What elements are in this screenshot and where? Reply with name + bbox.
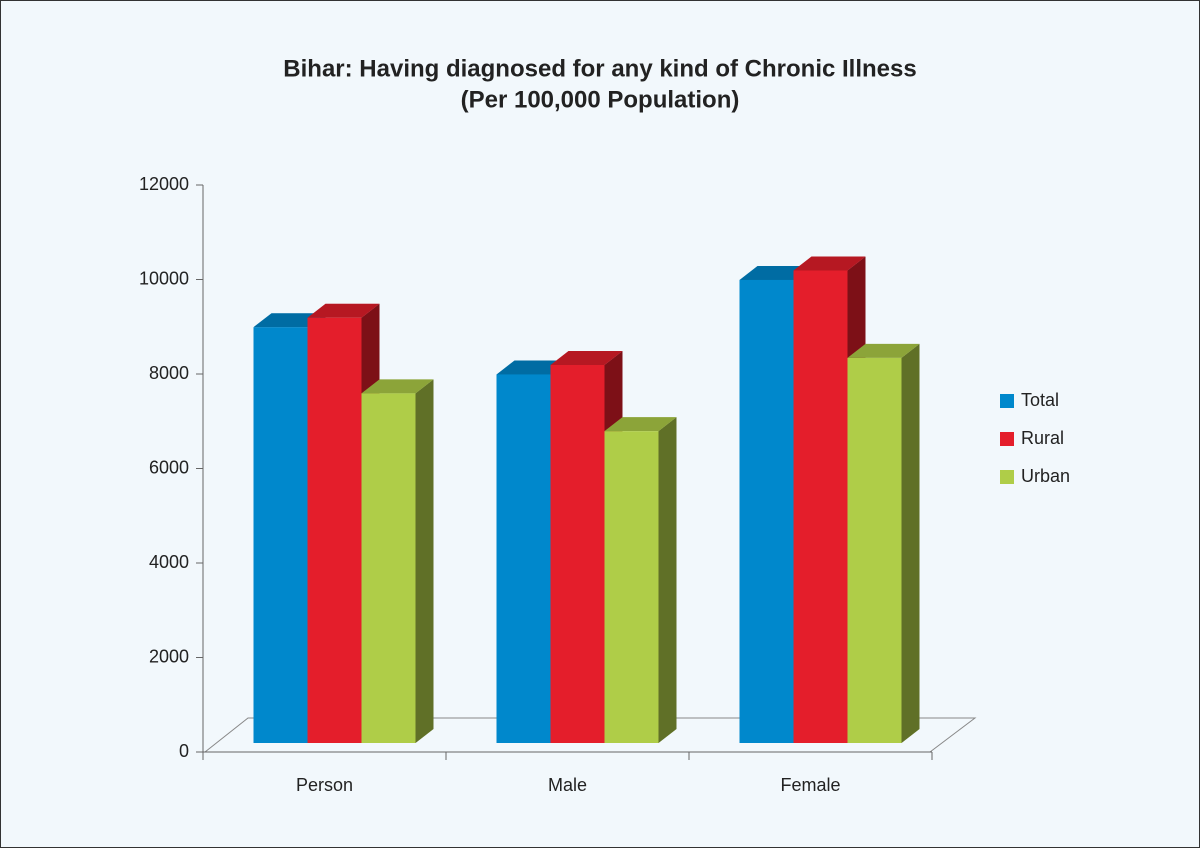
bar-top-shade — [604, 417, 677, 432]
bar-top — [550, 351, 623, 365]
x-tick-label: Person — [296, 775, 353, 795]
bar — [847, 357, 902, 743]
legend-label: Rural — [1021, 428, 1064, 448]
legend-swatch — [1000, 394, 1014, 408]
y-tick-label: 6000 — [149, 457, 189, 477]
bar-side-shade — [901, 343, 920, 743]
bar-side — [901, 343, 920, 743]
y-tick-label: 8000 — [149, 363, 189, 383]
bar-group — [847, 343, 920, 743]
x-tick-label: Male — [548, 775, 587, 795]
y-tick-label: 4000 — [149, 552, 189, 572]
bar-top — [847, 343, 920, 358]
bar-top-shade — [550, 351, 623, 365]
y-tick-label: 10000 — [139, 268, 189, 288]
y-tick-label: 2000 — [149, 646, 189, 666]
chart-title: Bihar: Having diagnosed for any kind of … — [283, 55, 916, 82]
bar-top — [604, 417, 677, 432]
chart-subtitle: (Per 100,000 Population) — [461, 86, 740, 113]
bar-group — [604, 417, 677, 743]
y-tick-label: 0 — [179, 741, 189, 761]
bar-top — [361, 379, 434, 394]
bar — [550, 365, 605, 743]
legend-label: Total — [1021, 390, 1059, 410]
bar-top — [307, 303, 380, 318]
bar — [793, 270, 848, 743]
legend-swatch — [1000, 432, 1014, 446]
bar-top — [793, 256, 866, 271]
bar — [361, 393, 416, 743]
bar-top-shade — [847, 343, 920, 358]
bar-side-shade — [415, 379, 434, 743]
bar — [496, 374, 551, 743]
bar-top-shade — [793, 256, 866, 271]
bar-side — [658, 417, 677, 743]
x-tick-label: Female — [780, 775, 840, 795]
bar-top-shade — [361, 379, 434, 394]
legend-swatch — [1000, 470, 1014, 484]
bar — [253, 327, 308, 743]
bar-side-shade — [658, 417, 677, 743]
bar — [604, 431, 659, 743]
y-tick-label: 12000 — [139, 174, 189, 194]
bar — [739, 279, 794, 743]
legend-label: Urban — [1021, 466, 1070, 486]
bar-side — [415, 379, 434, 743]
bar-group — [361, 379, 434, 743]
bar-top-shade — [307, 303, 380, 318]
bar — [307, 317, 362, 743]
